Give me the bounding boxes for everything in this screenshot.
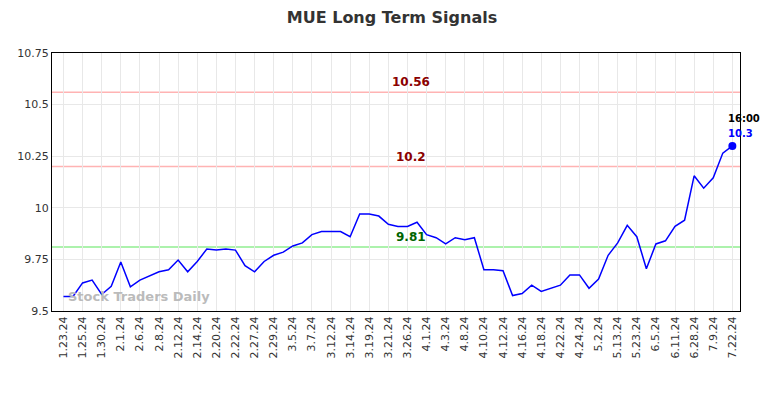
svg-text:2.20.24: 2.20.24 bbox=[210, 316, 223, 358]
svg-text:6.5.24: 6.5.24 bbox=[649, 316, 662, 351]
svg-text:1.23.24: 1.23.24 bbox=[57, 316, 70, 358]
svg-text:10.25: 10.25 bbox=[17, 150, 49, 163]
svg-text:4.24.24: 4.24.24 bbox=[573, 316, 586, 358]
svg-text:3.12.24: 3.12.24 bbox=[325, 316, 338, 358]
svg-text:2.29.24: 2.29.24 bbox=[267, 316, 280, 358]
svg-text:5.13.24: 5.13.24 bbox=[611, 316, 624, 358]
svg-text:2.8.24: 2.8.24 bbox=[153, 316, 166, 351]
svg-text:2.6.24: 2.6.24 bbox=[133, 316, 146, 351]
svg-text:2.22.24: 2.22.24 bbox=[229, 316, 242, 358]
svg-text:4.12.24: 4.12.24 bbox=[497, 316, 510, 358]
svg-text:3.5.24: 3.5.24 bbox=[286, 316, 299, 351]
svg-text:10: 10 bbox=[35, 202, 49, 215]
svg-text:4.18.24: 4.18.24 bbox=[535, 316, 548, 358]
svg-text:10.3: 10.3 bbox=[728, 128, 753, 139]
svg-text:9.5: 9.5 bbox=[31, 305, 49, 318]
svg-text:7.22.24: 7.22.24 bbox=[726, 316, 739, 358]
svg-text:16:00: 16:00 bbox=[728, 113, 760, 124]
svg-text:4.3.24: 4.3.24 bbox=[439, 316, 452, 351]
svg-text:10.2: 10.2 bbox=[396, 150, 426, 164]
svg-text:6.28.24: 6.28.24 bbox=[688, 316, 701, 358]
svg-text:2.1.24: 2.1.24 bbox=[114, 316, 127, 351]
svg-text:10.5: 10.5 bbox=[24, 98, 49, 111]
svg-text:2.12.24: 2.12.24 bbox=[172, 316, 185, 358]
svg-text:10.75: 10.75 bbox=[17, 47, 49, 60]
svg-text:3.19.24: 3.19.24 bbox=[363, 316, 376, 358]
svg-text:2.27.24: 2.27.24 bbox=[248, 316, 261, 358]
svg-text:3.14.24: 3.14.24 bbox=[344, 316, 357, 358]
svg-text:9.81: 9.81 bbox=[396, 230, 426, 244]
svg-text:3.21.24: 3.21.24 bbox=[382, 316, 395, 358]
svg-text:4.22.24: 4.22.24 bbox=[554, 316, 567, 358]
svg-text:Stock Traders Daily: Stock Traders Daily bbox=[68, 289, 210, 304]
svg-text:MUE Long Term Signals: MUE Long Term Signals bbox=[287, 8, 497, 27]
svg-text:5.2.24: 5.2.24 bbox=[592, 316, 605, 351]
svg-text:4.8.24: 4.8.24 bbox=[458, 316, 471, 351]
svg-text:7.9.24: 7.9.24 bbox=[707, 316, 720, 351]
svg-text:4.16.24: 4.16.24 bbox=[516, 316, 529, 358]
svg-text:1.25.24: 1.25.24 bbox=[76, 316, 89, 358]
svg-text:4.1.24: 4.1.24 bbox=[420, 316, 433, 351]
svg-text:3.7.24: 3.7.24 bbox=[305, 316, 318, 351]
svg-text:2.14.24: 2.14.24 bbox=[191, 316, 204, 358]
svg-text:6.11.24: 6.11.24 bbox=[669, 316, 682, 358]
svg-text:9.75: 9.75 bbox=[24, 253, 49, 266]
svg-text:5.23.24: 5.23.24 bbox=[630, 316, 643, 358]
svg-text:1.30.24: 1.30.24 bbox=[95, 316, 108, 358]
svg-text:4.10.24: 4.10.24 bbox=[477, 316, 490, 358]
svg-text:3.26.24: 3.26.24 bbox=[401, 316, 414, 358]
svg-text:10.56: 10.56 bbox=[392, 75, 430, 89]
